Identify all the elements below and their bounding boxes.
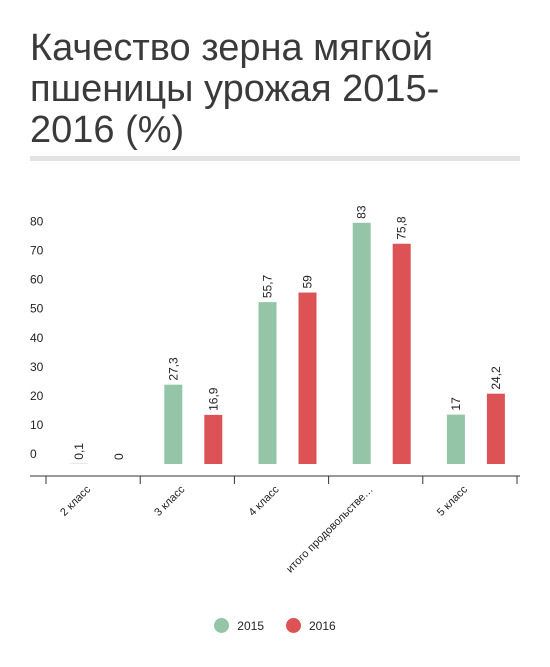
legend-label-2015: 2015 [237,618,264,633]
data-label-2016: 59 [301,275,315,289]
x-tick-label: 5 класс [435,483,470,518]
legend-label-2016: 2016 [309,618,336,633]
data-label-2016: 24,2 [489,366,503,390]
x-tick-label: 3 класс [152,483,187,518]
data-label-2016: 75,8 [395,216,409,240]
legend-swatch-2016 [286,618,301,633]
y-tick-label: 30 [30,360,44,374]
bar-2015 [258,302,277,464]
bars [70,222,505,464]
y-tick-label: 80 [30,215,44,229]
legend: 2015 2016 [0,618,550,633]
legend-item-2015[interactable]: 2015 [214,618,264,633]
bar-2016 [204,414,223,464]
y-tick-label: 20 [30,389,44,403]
x-tick-label: 4 класс [247,483,282,518]
data-label-2015: 0,1 [72,443,86,460]
legend-swatch-2015 [214,618,230,633]
bar-2016 [392,243,411,464]
x-tick-label: итого продовольстве… [284,484,376,576]
y-tick-label: 60 [30,273,44,287]
x-tick-label: 2 класс [58,483,93,518]
bar-2016 [486,393,505,464]
data-label-2015: 55,7 [261,274,275,298]
bar-2016 [298,292,317,464]
data-label-2016: 16,9 [206,387,220,411]
x-axis: 2 класс 3 класс 4 класс итого продовольстве… [30,475,520,576]
y-tick-label: 40 [30,331,44,345]
bar-2015 [164,384,183,464]
bar-2015 [446,414,465,464]
y-tick-label: 0 [30,447,37,461]
legend-item-2016[interactable]: 2016 [286,618,336,633]
y-tick-label: 10 [30,418,44,432]
title-divider [30,156,520,161]
bar-chart: 0 10 20 30 40 50 60 70 80 2 класс 3 класс 4 класс и… [30,205,520,576]
data-labels: 0,1 27,3 55,7 83 17 0 16,9 59 75,8 24,2 [72,205,503,460]
data-label-2015: 17 [449,397,463,411]
data-label-2015: 83 [355,205,369,219]
y-axis: 0 10 20 30 40 50 60 70 80 [30,215,44,461]
data-label-2016: 0 [112,453,126,460]
chart-title: Качество зерна мягкой пшеницы урожая 201… [30,27,440,151]
y-tick-label: 70 [30,244,44,258]
data-label-2015: 27,3 [166,357,180,381]
y-tick-label: 50 [30,302,44,316]
bar-2015 [352,222,371,464]
